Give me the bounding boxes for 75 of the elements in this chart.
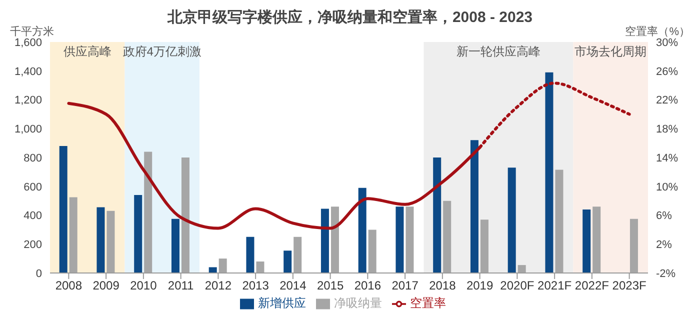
y-tick-label: 600 bbox=[24, 181, 42, 194]
y2-tick-label: 22% bbox=[656, 94, 678, 107]
bar bbox=[630, 218, 638, 273]
y-tick-label: 1,600 bbox=[14, 36, 42, 49]
band-label: 新一轮供应高峰 bbox=[456, 44, 540, 59]
bar bbox=[284, 250, 292, 273]
bar bbox=[134, 195, 142, 273]
x-tick-label: 2014 bbox=[280, 278, 307, 293]
x-tick-label: 2016 bbox=[354, 278, 382, 293]
legend-label: 净吸纳量 bbox=[334, 296, 382, 310]
bar bbox=[508, 168, 516, 273]
bar bbox=[171, 218, 180, 273]
bar bbox=[480, 220, 488, 273]
legend-label: 空置率 bbox=[410, 296, 446, 310]
bar bbox=[330, 206, 339, 273]
bar bbox=[358, 188, 366, 273]
y-tick-label: 1,200 bbox=[14, 94, 42, 107]
x-tick-label: 2015 bbox=[316, 278, 344, 293]
y2-tick-label: 10% bbox=[656, 181, 678, 194]
x-tick-label: 2012 bbox=[204, 278, 232, 293]
bar bbox=[144, 152, 152, 273]
bar bbox=[555, 170, 564, 273]
bar bbox=[69, 197, 78, 273]
bar bbox=[59, 146, 68, 273]
x-tick-label: 2011 bbox=[168, 278, 194, 293]
y2-tick-label: 14% bbox=[656, 152, 678, 164]
y2-tick-label: 30% bbox=[656, 36, 678, 49]
x-tick-label: 2018 bbox=[429, 278, 456, 293]
x-tick-label: 2013 bbox=[242, 278, 270, 293]
band-label: 市场去化周期 bbox=[574, 44, 647, 59]
x-tick-label: 2008 bbox=[55, 278, 82, 293]
band-label: 供应高峰 bbox=[63, 44, 112, 59]
bar bbox=[545, 72, 554, 273]
bar bbox=[96, 207, 105, 273]
bar bbox=[396, 206, 404, 273]
x-tick-label: 2009 bbox=[92, 278, 120, 293]
bar bbox=[208, 267, 217, 273]
bar bbox=[256, 261, 264, 273]
y2-axis-title: 空置率（%） bbox=[625, 24, 690, 38]
y2-tick-label: 6% bbox=[656, 210, 672, 222]
bar bbox=[368, 230, 376, 273]
y2-tick-label: 26% bbox=[656, 66, 678, 78]
y-tick-label: 800 bbox=[24, 152, 42, 164]
y-tick-label: 0 bbox=[36, 268, 42, 280]
y-tick-label: 400 bbox=[24, 210, 42, 222]
bar bbox=[582, 209, 591, 273]
y-tick-label: 200 bbox=[24, 239, 42, 252]
bar bbox=[294, 236, 302, 273]
y-tick-label: 1,000 bbox=[14, 124, 42, 136]
y-tick-label: 1,400 bbox=[14, 66, 42, 78]
band-label: 政府4万亿刺激 bbox=[122, 44, 202, 59]
x-tick-label: 2023F bbox=[612, 278, 646, 293]
x-tick-label: 2020F bbox=[500, 278, 534, 293]
x-tick-label: 2021F bbox=[538, 278, 572, 293]
bar bbox=[320, 208, 329, 273]
y2-tick-label: -2% bbox=[656, 268, 676, 280]
y2-tick-label: 18% bbox=[656, 124, 678, 136]
x-tick-label: 2017 bbox=[392, 278, 419, 293]
x-tick-label: 2010 bbox=[130, 278, 158, 293]
bar bbox=[518, 265, 526, 273]
bar bbox=[470, 140, 478, 273]
y-axis-title: 千平方米 bbox=[10, 24, 54, 38]
bar bbox=[181, 158, 190, 273]
bar bbox=[433, 158, 442, 273]
bar bbox=[406, 206, 414, 273]
legend-label: 新增供应 bbox=[258, 296, 306, 310]
x-tick-label: 2019 bbox=[466, 278, 494, 293]
bar bbox=[443, 200, 452, 273]
chart-title: 北京甲级写字楼供应，净吸纳量和空置率，2008 - 2023 bbox=[167, 9, 533, 26]
bar bbox=[218, 258, 227, 273]
x-tick-label: 2022F bbox=[574, 278, 609, 293]
y2-tick-label: 2% bbox=[656, 239, 672, 252]
bar bbox=[246, 236, 254, 273]
bar bbox=[106, 210, 115, 273]
bar bbox=[592, 206, 601, 273]
